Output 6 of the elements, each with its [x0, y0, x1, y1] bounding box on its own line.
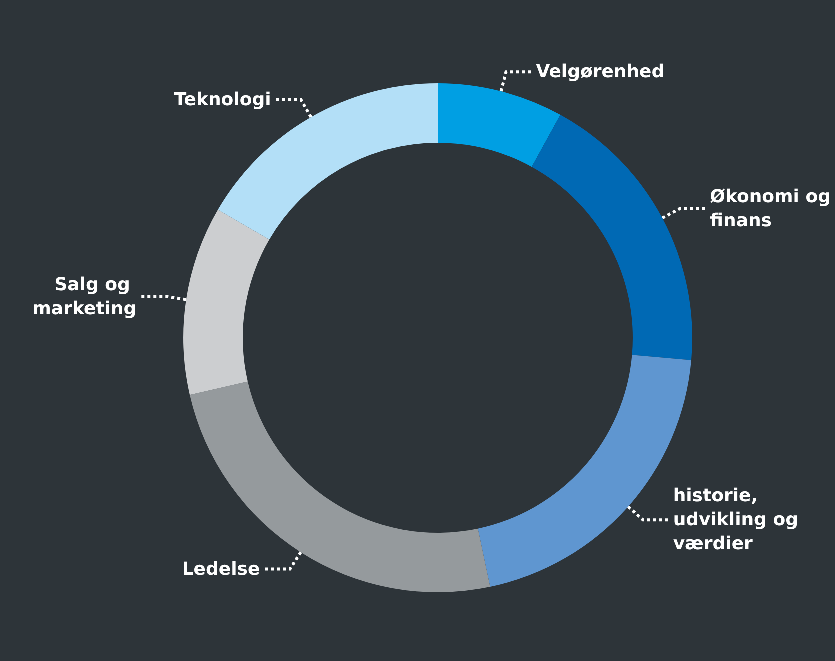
slice-label: Ledelse	[182, 558, 260, 580]
slice-label: historie, udvikling og værdier	[673, 486, 805, 555]
slice-label: Salg og marketing	[32, 274, 137, 320]
slice-label: Velgørenhed	[536, 62, 665, 83]
slice-label: Teknologi	[174, 90, 272, 110]
slice-label: Økonomi og finans	[710, 186, 835, 232]
